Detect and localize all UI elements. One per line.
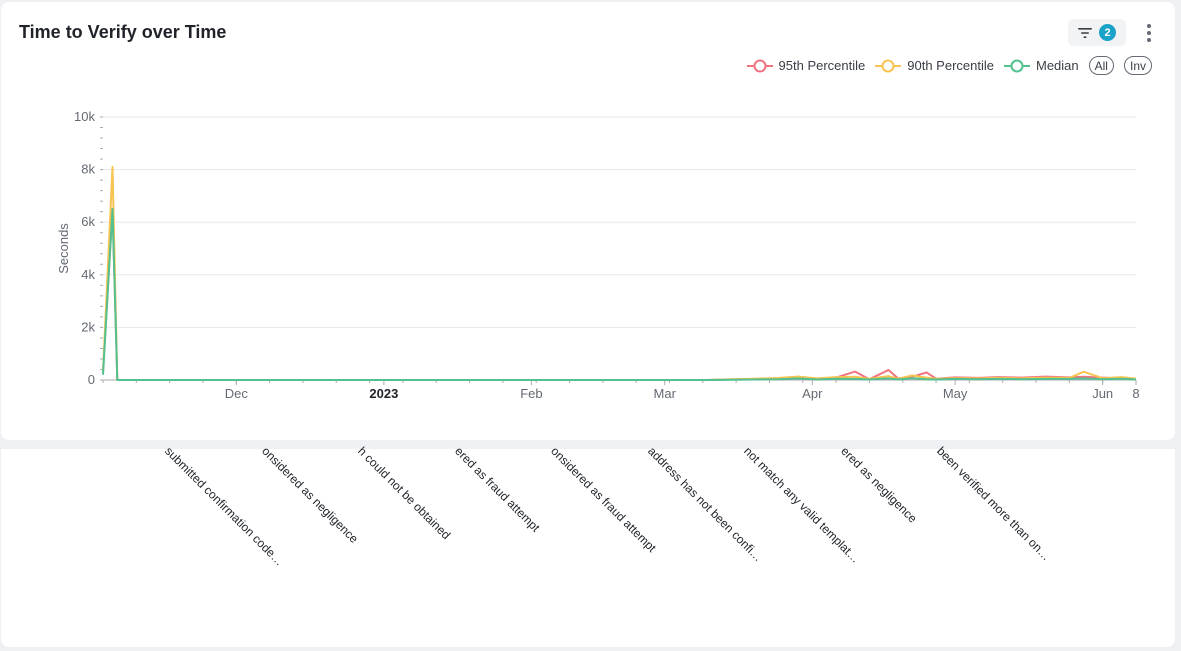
- more-dot-icon: [1147, 31, 1151, 35]
- x-tick-label: Dec: [225, 386, 249, 401]
- legend-item-p95[interactable]: 95th Percentile: [746, 58, 866, 73]
- filter-icon: [1078, 27, 1092, 38]
- x-tick-label: Apr: [802, 386, 823, 401]
- legend-invert-button[interactable]: Inv: [1123, 56, 1152, 75]
- series-line-95th-percentile: [102, 208, 1137, 381]
- x-tick-label: Feb: [520, 386, 542, 401]
- x-tick-label: Mar: [654, 386, 677, 401]
- series-line-90th-percentile: [102, 166, 1137, 381]
- legend-select-all-button[interactable]: All: [1088, 56, 1114, 75]
- labels-card: [1, 449, 1175, 647]
- y-tick-label: 10k: [74, 109, 95, 124]
- chart-legend: 95th Percentile 90th Percentile Median A…: [746, 56, 1152, 75]
- legend-item-median[interactable]: Median: [1004, 58, 1079, 73]
- x-tick-label: Jun: [1092, 386, 1113, 401]
- chart-card: [1, 2, 1175, 440]
- legend-marker-icon: [746, 59, 773, 72]
- filter-button[interactable]: 2: [1068, 19, 1126, 46]
- legend-item-p90[interactable]: 90th Percentile: [875, 58, 994, 73]
- legend-label: Median: [1036, 58, 1079, 73]
- legend-label: 90th Percentile: [907, 58, 994, 73]
- legend-label: 95th Percentile: [778, 58, 866, 73]
- legend-marker-icon: [875, 59, 902, 72]
- filter-count-badge: 2: [1099, 24, 1116, 41]
- chart-title: Time to Verify over Time: [19, 22, 227, 42]
- x-tick-label: 8: [1132, 386, 1139, 401]
- y-tick-label: 8k: [81, 162, 95, 177]
- legend-marker-icon: [1004, 59, 1030, 72]
- y-tick-label: 6k: [81, 214, 95, 229]
- y-tick-label: 4k: [81, 267, 95, 282]
- more-dot-icon: [1147, 38, 1151, 42]
- x-tick-label: 2023: [369, 386, 398, 401]
- y-tick-label: 0: [88, 372, 95, 387]
- line-chart: 0 2k 4k 6k 8k 10k Seconds Dec 2023 Feb Mar Apr May Ju…: [56, 109, 1140, 401]
- y-tick-label: 2k: [81, 319, 95, 334]
- series-line-median: [102, 208, 1137, 381]
- more-dot-icon: [1147, 24, 1151, 28]
- more-options-button[interactable]: [1141, 20, 1157, 46]
- x-tick-label: May: [943, 386, 968, 401]
- y-axis-title: Seconds: [56, 223, 71, 274]
